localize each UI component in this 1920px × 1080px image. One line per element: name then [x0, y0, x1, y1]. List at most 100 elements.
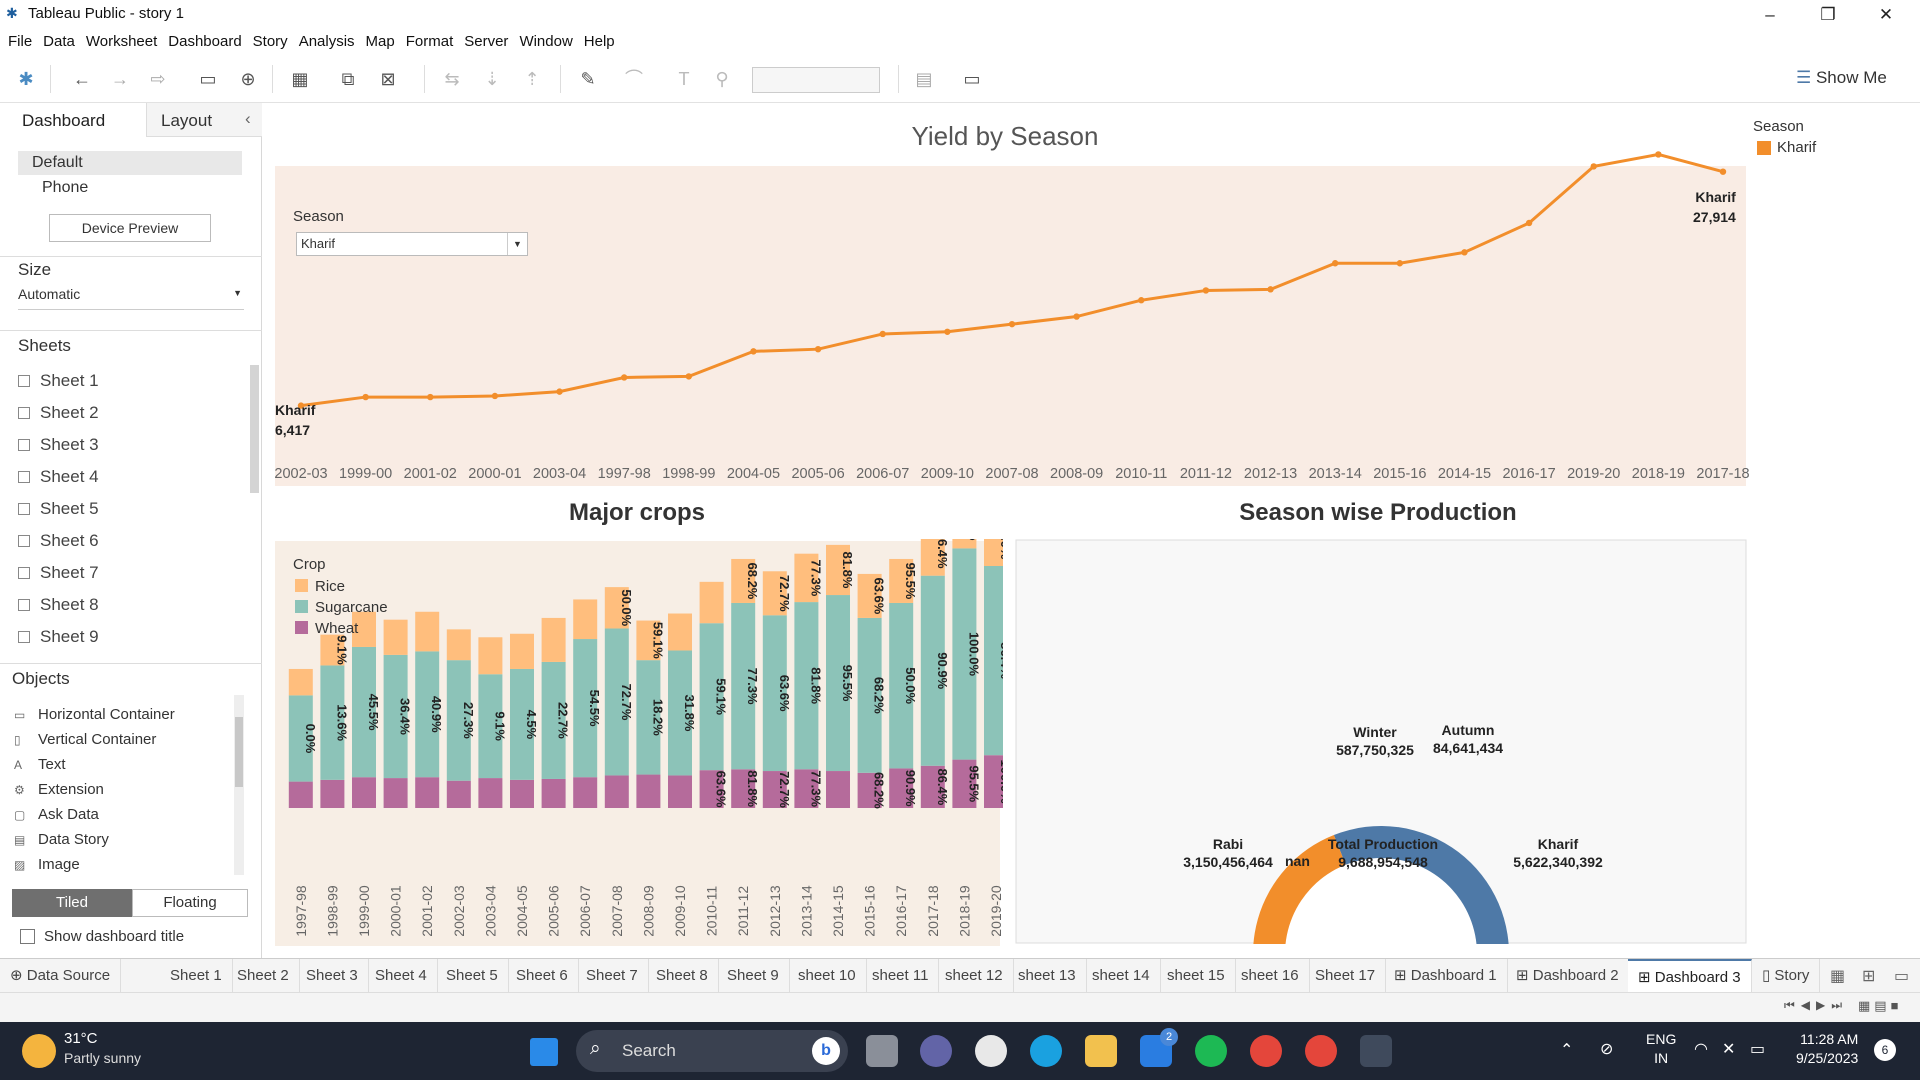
tab-sheet[interactable]: sheet 10 — [788, 959, 867, 993]
tab-sheet[interactable]: Sheet 17 — [1305, 959, 1387, 993]
show-me-button[interactable]: ☰ Show Me — [1796, 68, 1887, 87]
tableau-taskbar-icon[interactable] — [1360, 1035, 1392, 1067]
taskbar-search[interactable]: ⌕ Search b — [576, 1030, 848, 1072]
menu-file[interactable]: File — [8, 33, 33, 50]
season-filter-dropdown[interactable]: Kharif ▼ — [296, 232, 528, 256]
swap-icon[interactable]: ⇆ — [444, 69, 460, 89]
tab-sheet[interactable]: Sheet 1 — [160, 959, 233, 993]
tab-sheet[interactable]: Sheet 9 — [717, 959, 790, 993]
label-icon[interactable]: T — [678, 69, 690, 89]
tiled-button[interactable]: Tiled — [12, 889, 132, 917]
tab-dashboard[interactable]: ⊞ Dashboard 2 — [1506, 959, 1630, 993]
device-phone[interactable]: Phone — [42, 179, 89, 196]
sheet-item[interactable]: Sheet 5 — [18, 499, 99, 523]
tab-data-source[interactable]: ⊕ Data Source — [0, 959, 122, 993]
wifi-icon[interactable]: ◠ — [1694, 1041, 1708, 1058]
crop-legend-item[interactable]: Sugarcane — [295, 597, 388, 618]
tab-sheet[interactable]: sheet 15 — [1157, 959, 1236, 993]
object-data-story[interactable]: ▤ Data Story — [14, 831, 109, 848]
tab-sheet[interactable]: Sheet 6 — [506, 959, 579, 993]
new-dashboard-tab-icon[interactable]: ⊞ — [1862, 968, 1876, 985]
menu-data[interactable]: Data — [43, 33, 75, 50]
language-indicator[interactable]: ENG IN — [1646, 1031, 1677, 1066]
tab-sheet[interactable]: sheet 16 — [1231, 959, 1310, 993]
object-horizontal-container[interactable]: ▭ Horizontal Container — [14, 706, 175, 723]
presentation-mode-icon[interactable]: ▭ — [963, 69, 981, 89]
sheet-item[interactable]: Sheet 7 — [18, 563, 99, 587]
tab-sheet[interactable]: sheet 14 — [1082, 959, 1161, 993]
file-explorer-icon[interactable] — [1085, 1035, 1117, 1067]
new-worksheet-icon[interactable]: ▦ — [291, 69, 309, 89]
sheet-item[interactable]: Sheet 8 — [18, 595, 99, 619]
objects-scrollbar[interactable] — [234, 695, 244, 875]
github-icon[interactable] — [975, 1035, 1007, 1067]
sheet-item[interactable]: Sheet 6 — [18, 531, 99, 555]
object-text[interactable]: A Text — [14, 756, 66, 773]
tab-sheet[interactable]: Sheet 8 — [646, 959, 719, 993]
menu-story[interactable]: Story — [252, 33, 288, 50]
sort-desc-icon[interactable]: ⇡ — [524, 69, 540, 89]
menu-window[interactable]: Window — [519, 33, 573, 50]
object-ask-data[interactable]: ▢ Ask Data — [14, 806, 99, 823]
sheet-item[interactable]: Sheet 3 — [18, 435, 99, 459]
redo-icon[interactable]: → — [111, 69, 129, 89]
crop-legend-item[interactable]: Wheat — [295, 618, 388, 639]
menu-dashboard[interactable]: Dashboard — [168, 33, 242, 50]
clear-sheet-icon[interactable]: ⊠ — [380, 69, 396, 89]
show-title-checkbox[interactable] — [20, 929, 35, 944]
crop-legend-item[interactable]: Rice — [295, 576, 388, 597]
sheet-item[interactable]: Sheet 1 — [18, 371, 99, 395]
tab-dashboard-active[interactable]: ⊞ Dashboard 3 — [1628, 959, 1752, 993]
pin-icon[interactable]: ⚲ — [715, 69, 729, 89]
tab-sheet[interactable]: sheet 13 — [1008, 959, 1087, 993]
notification-badge[interactable]: 6 — [1874, 1039, 1896, 1061]
chevron-up-icon[interactable]: ⌃ — [1560, 1042, 1574, 1059]
save-icon[interactable]: ▭ — [199, 69, 217, 89]
speaker-muted-icon[interactable]: ✕ — [1722, 1041, 1736, 1058]
sort-asc-icon[interactable]: ⇣ — [484, 69, 500, 89]
menu-help[interactable]: Help — [583, 33, 615, 50]
battery-icon[interactable]: ▭ — [1750, 1041, 1766, 1058]
chrome-icon[interactable] — [1250, 1035, 1282, 1067]
collapse-pane-icon[interactable]: ‹ — [245, 109, 251, 128]
highlight-icon[interactable]: ✎ — [580, 69, 596, 89]
object-vertical-container[interactable]: ▯ Vertical Container — [14, 731, 157, 748]
tab-sheet[interactable]: Sheet 7 — [576, 959, 649, 993]
object-image[interactable]: ▨ Image — [14, 856, 80, 873]
undo-icon[interactable]: ← — [73, 69, 91, 89]
device-default[interactable]: Default — [18, 151, 242, 175]
sheet-item[interactable]: Sheet 4 — [18, 467, 99, 491]
tab-navigation-icons[interactable]: ⏮◀▶⏭ — [1784, 998, 1849, 1012]
menu-analysis[interactable]: Analysis — [298, 33, 355, 50]
group-icon[interactable]: ⌒ — [625, 69, 643, 89]
new-story-tab-icon[interactable]: ▭ — [1894, 968, 1910, 985]
clock[interactable]: 11:28 AM 9/25/2023 — [1796, 1031, 1859, 1066]
tab-sheet[interactable]: Sheet 3 — [296, 959, 369, 993]
edge-icon[interactable] — [1030, 1035, 1062, 1067]
view-toggle-icons[interactable]: ▦▤■ — [1858, 998, 1903, 1013]
fit-dropdown[interactable] — [752, 67, 880, 93]
duplicate-icon[interactable]: ⧉ — [341, 69, 355, 89]
chrome-profile-icon[interactable] — [1305, 1035, 1337, 1067]
tab-sheet[interactable]: Sheet 2 — [227, 959, 300, 993]
tab-sheet[interactable]: sheet 11 — [862, 959, 940, 993]
menu-server[interactable]: Server — [464, 33, 509, 50]
minimize-button[interactable]: – — [1765, 5, 1775, 24]
tab-sheet[interactable]: sheet 12 — [935, 959, 1014, 993]
show-cards-icon[interactable]: ▤ — [915, 69, 933, 89]
tab-dashboard[interactable]: Dashboard — [0, 103, 146, 137]
windows-start-icon[interactable] — [530, 1038, 558, 1066]
floating-button[interactable]: Floating — [132, 889, 248, 917]
network-off-icon[interactable]: ⊘ — [1600, 1041, 1614, 1058]
restore-button[interactable]: ❐ — [1820, 5, 1836, 24]
tab-layout[interactable]: Layout ‹ — [146, 103, 262, 137]
sheet-item[interactable]: Sheet 2 — [18, 403, 99, 427]
tab-story[interactable]: ▯ Story — [1752, 959, 1821, 993]
object-extension[interactable]: ⚙ Extension — [14, 781, 104, 798]
tableau-home-icon[interactable]: ✱ — [18, 69, 34, 89]
menu-worksheet[interactable]: Worksheet — [85, 33, 158, 50]
menu-format[interactable]: Format — [405, 33, 454, 50]
sheet-item[interactable]: Sheet 9 — [18, 627, 99, 651]
new-data-source-icon[interactable]: ⊕ — [240, 69, 256, 89]
new-worksheet-tab-icon[interactable]: ▦ — [1830, 968, 1846, 985]
